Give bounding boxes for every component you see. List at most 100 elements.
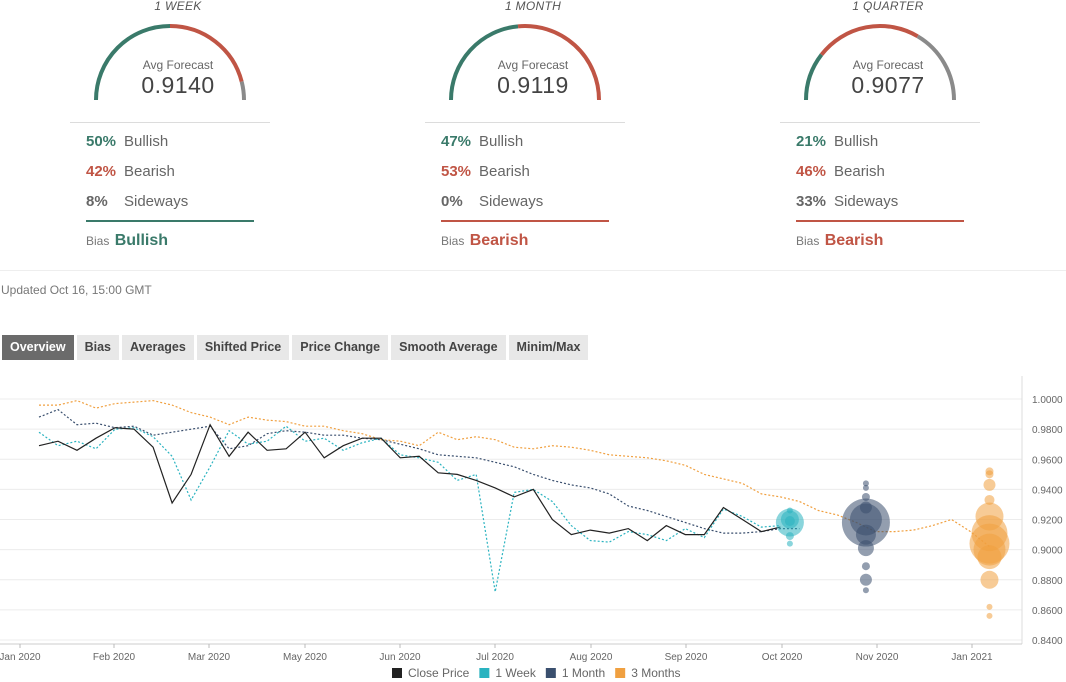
- forecast-bubble: [977, 545, 1002, 570]
- divider: [780, 122, 980, 123]
- bias-value: Bearish: [824, 232, 884, 249]
- chart-tabs: Overview Bias Averages Shifted Price Pri…: [2, 335, 589, 360]
- legend-label: 1 Month: [562, 666, 605, 680]
- bullish-row: 50% Bullish: [86, 133, 168, 150]
- y-tick-label: 0.9600: [1032, 455, 1063, 466]
- legend-swatch: [545, 668, 556, 678]
- tab-overview[interactable]: Overview: [2, 335, 74, 360]
- avg-forecast-value: 0.9077: [851, 72, 925, 98]
- y-tick-label: 0.9800: [1032, 425, 1063, 436]
- forecast-gauge: [804, 24, 956, 101]
- gauge-sideways-arc: [239, 81, 246, 101]
- gauge-sideways-arc: [916, 34, 956, 101]
- forecast-gauge: [94, 24, 246, 101]
- forecast-bubble: [983, 478, 996, 491]
- bearish-pct: 46%: [796, 163, 827, 180]
- x-tick-label: Mar 2020: [188, 652, 231, 663]
- forecast-bubble: [862, 587, 869, 594]
- x-tick-label: Nov 2020: [856, 652, 899, 663]
- forecast-bubble: [775, 508, 804, 537]
- forecast-bubble: [986, 603, 993, 610]
- gauge-bullish-arc: [804, 53, 824, 101]
- forecast-bubble: [984, 494, 995, 505]
- updated-timestamp: Updated Oct 16, 15:00 GMT: [1, 283, 152, 297]
- forecast-bubble: [980, 570, 999, 589]
- bullish-row: 21% Bullish: [796, 133, 878, 150]
- sideways-pct: 0%: [441, 193, 463, 210]
- tab-shifted-price[interactable]: Shifted Price: [196, 335, 290, 360]
- bearish-label: Bearish: [834, 163, 885, 180]
- bearish-label: Bearish: [479, 163, 530, 180]
- bullish-row: 47% Bullish: [441, 133, 523, 150]
- tab-smooth-average[interactable]: Smooth Average: [391, 335, 506, 360]
- divider: [425, 122, 625, 123]
- bias-underline: [441, 220, 609, 222]
- y-tick-label: 0.8400: [1032, 636, 1063, 647]
- forecast-gauge: [449, 24, 601, 101]
- series-line-close-price: [38, 423, 781, 542]
- forecast-bubble: [857, 540, 874, 557]
- bearish-pct: 53%: [441, 163, 472, 180]
- gauge-bullish-arc: [94, 24, 171, 101]
- forecast-bubble: [862, 484, 869, 491]
- forecast-bubble: [859, 573, 872, 586]
- legend-label: 1 Week: [495, 666, 536, 680]
- forecast-bubble: [849, 503, 882, 536]
- legend-label: 3 Months: [631, 666, 680, 680]
- y-tick-label: 0.9400: [1032, 485, 1063, 496]
- bearish-row: 42% Bearish: [86, 163, 175, 180]
- tab-averages[interactable]: Averages: [122, 335, 194, 360]
- bullish-label: Bullish: [834, 133, 879, 150]
- avg-forecast-label: Avg Forecast: [142, 58, 214, 72]
- y-tick-label: 0.9000: [1032, 546, 1063, 557]
- sideways-row: 8% Sideways: [86, 193, 188, 210]
- bias: Bias Bearish: [441, 232, 528, 250]
- forecast-bubble: [862, 480, 869, 487]
- forecast-bubble: [786, 540, 793, 547]
- bullish-pct: 50%: [86, 133, 117, 150]
- sideways-row: 33% Sideways: [796, 193, 898, 210]
- x-tick-label: Aug 2020: [570, 652, 613, 663]
- y-tick-label: 0.8600: [1032, 606, 1063, 617]
- section-divider: [0, 270, 1066, 271]
- forecast-bubble: [855, 524, 876, 545]
- series-line-1-month: [38, 408, 800, 534]
- series-line-3-months: [39, 399, 990, 548]
- tab-price-change[interactable]: Price Change: [292, 335, 389, 360]
- bias-label: Bias: [86, 234, 110, 248]
- x-tick-label: Jan 2020: [0, 652, 41, 663]
- bias-underline: [86, 220, 254, 222]
- forecast-bubble: [986, 612, 993, 619]
- x-tick-label: Oct 2020: [762, 652, 803, 663]
- gauge-bearish-arc: [169, 24, 244, 83]
- divider: [70, 122, 270, 123]
- tab-minim-max[interactable]: Minim/Max: [508, 335, 589, 360]
- gauge-bearish-arc: [517, 24, 601, 101]
- bearish-pct: 42%: [86, 163, 117, 180]
- panel-title: 1 QUARTER: [852, 0, 924, 13]
- sideways-row: 0% Sideways: [441, 193, 543, 210]
- forecast-chart: 0.8400 0.8600 0.8800 0.9000 0.9200 0.9400 0.96…: [0, 376, 1063, 680]
- forecast-bubble: [861, 562, 870, 571]
- x-tick-label: May 2020: [283, 652, 327, 663]
- forecast-panel-1-quarter: 1 QUARTER Avg Forecast 0.9077 21% Bullish…: [710, 0, 1066, 262]
- forecast-panel-1-week: 1 WEEK Avg Forecast 0.9140 50% Bullish 42…: [0, 0, 356, 262]
- tab-bias[interactable]: Bias: [76, 335, 119, 360]
- avg-forecast-value: 0.9140: [141, 72, 215, 98]
- bullish-label: Bullish: [479, 133, 524, 150]
- bullish-pct: 21%: [796, 133, 827, 150]
- sideways-pct: 33%: [796, 193, 827, 210]
- bearish-label: Bearish: [124, 163, 175, 180]
- legend-label: Close Price: [408, 666, 470, 680]
- bias-label: Bias: [796, 234, 820, 248]
- forecast-bubble: [861, 492, 870, 501]
- bias-underline: [796, 220, 964, 222]
- x-tick-label: Jun 2020: [379, 652, 421, 663]
- bias-value: Bullish: [114, 232, 169, 249]
- bias: Bias Bearish: [796, 232, 883, 250]
- legend-swatch: [392, 668, 402, 678]
- forecast-bubble: [985, 467, 994, 476]
- x-tick-label: Jul 2020: [476, 652, 514, 663]
- legend-swatch: [479, 668, 490, 678]
- avg-forecast-label: Avg Forecast: [497, 58, 569, 72]
